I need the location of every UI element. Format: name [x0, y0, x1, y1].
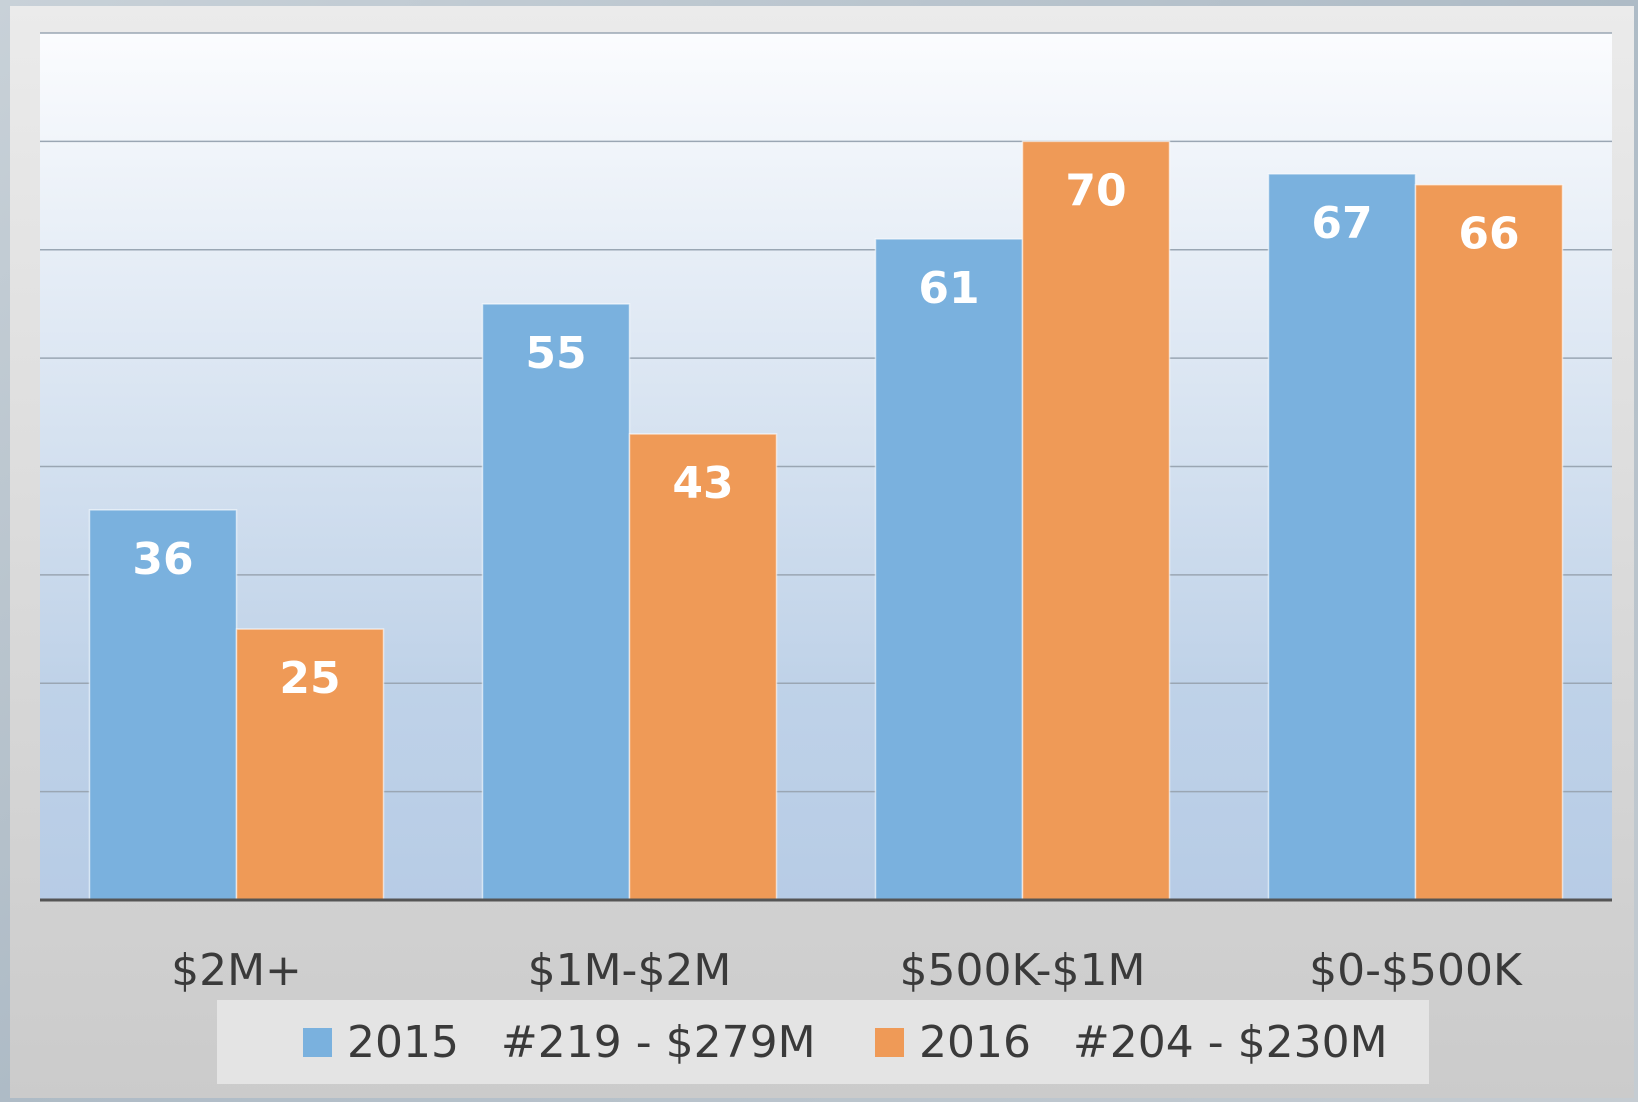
x-tick-label: $0-$500K	[1309, 945, 1523, 996]
bar	[1414, 183, 1564, 901]
legend-swatch	[875, 1028, 904, 1057]
data-label: 66	[1458, 209, 1519, 260]
data-label: 43	[672, 458, 733, 509]
data-label: 55	[525, 328, 586, 379]
bar	[874, 238, 1024, 901]
x-tick-label: $1M-$2M	[528, 945, 732, 996]
data-label: 61	[918, 263, 979, 314]
x-tick-label: $500K-$1M	[899, 945, 1145, 996]
data-label: 70	[1065, 165, 1126, 216]
bar	[235, 628, 385, 901]
legend-swatch	[303, 1028, 332, 1057]
bar	[1021, 140, 1171, 901]
legend-label: 2016 #204 - $230M	[919, 1017, 1388, 1068]
data-label: 67	[1311, 198, 1372, 249]
data-label: 36	[132, 534, 193, 585]
bar	[628, 433, 778, 901]
legend-label: 2015 #219 - $279M	[347, 1017, 816, 1068]
bar	[481, 303, 631, 901]
bar	[1267, 173, 1417, 901]
data-label: 25	[279, 653, 340, 704]
bar	[88, 509, 238, 901]
x-tick-label: $2M+	[171, 945, 302, 996]
legend-box	[217, 1000, 1429, 1084]
